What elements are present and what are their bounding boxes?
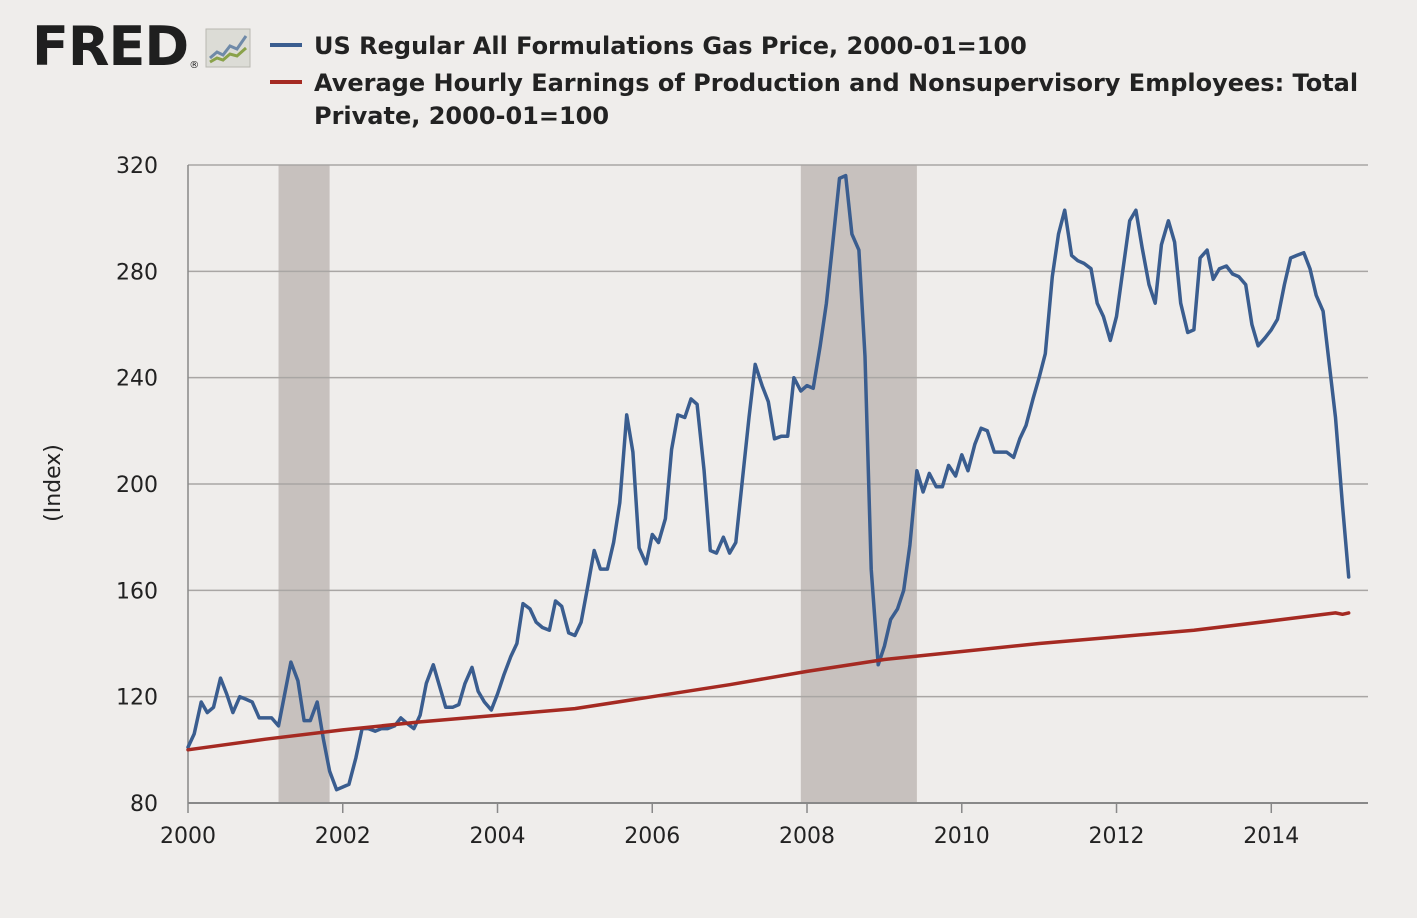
legend-swatch-earnings (270, 80, 302, 84)
y-tick-label-240: 240 (116, 367, 158, 392)
y-tick-label-320: 320 (116, 154, 158, 179)
x-tick-label-2002: 2002 (315, 824, 371, 849)
y-tick-label-160: 160 (116, 579, 158, 604)
fred-logo: FRED ® (32, 20, 251, 74)
logo-text: FRED (32, 15, 189, 78)
x-tick-label-2004: 2004 (470, 824, 526, 849)
y-tick-label-80: 80 (130, 792, 158, 817)
y-tick-label-280: 280 (116, 260, 158, 285)
mini-chart-icon (205, 28, 251, 68)
legend-label-gas: US Regular All Formulations Gas Price, 2… (314, 32, 1027, 60)
x-tick-label-2014: 2014 (1243, 824, 1299, 849)
registered-mark: ® (189, 60, 200, 71)
x-tick-label-2000: 2000 (160, 824, 216, 849)
series-line-0 (186, 173, 1351, 792)
x-tick-label-2006: 2006 (624, 824, 680, 849)
x-tick-label-2012: 2012 (1089, 824, 1145, 849)
series-lines (186, 173, 1351, 792)
y-axis-title: (Index) (41, 444, 66, 522)
legend-label-earnings: Average Hourly Earnings of Production an… (314, 69, 1359, 130)
axes: 80 120 160 200 240 280 320 2000 2002 2004 2006 2008… (116, 154, 1368, 849)
x-tick-label-2008: 2008 (779, 824, 835, 849)
legend-swatch-gas (270, 43, 302, 47)
gridlines (188, 164, 1368, 698)
series-line-1 (186, 611, 1351, 752)
legend: US Regular All Formulations Gas Price, 2… (270, 30, 1410, 137)
y-tick-label-120: 120 (116, 686, 158, 711)
legend-item-earnings[interactable]: Average Hourly Earnings of Production an… (270, 67, 1410, 133)
y-tick-label-200: 200 (116, 473, 158, 498)
x-tick-label-2010: 2010 (934, 824, 990, 849)
legend-item-gas[interactable]: US Regular All Formulations Gas Price, 2… (270, 30, 1410, 63)
